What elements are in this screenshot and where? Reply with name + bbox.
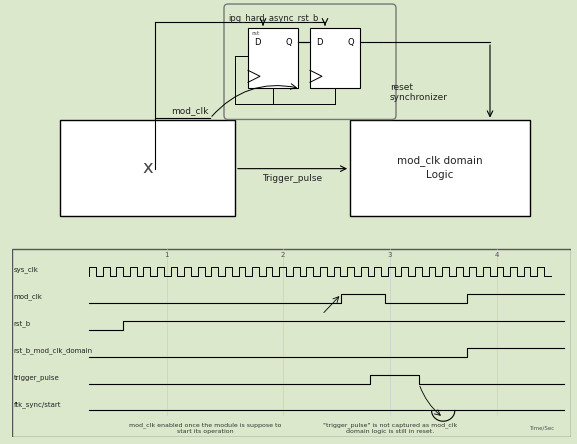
Bar [310,28,360,88]
Text: mod_clk domain: mod_clk domain [397,155,483,166]
Text: 4: 4 [494,252,499,258]
Text: Q: Q [286,38,292,47]
Text: D: D [254,38,260,47]
Text: Logic: Logic [426,170,454,180]
Text: D: D [316,38,323,47]
Text: mod_clk: mod_clk [171,106,209,115]
Text: ftk_sync/start: ftk_sync/start [13,401,61,408]
Bar [350,120,530,216]
Text: Trigger_pulse: Trigger_pulse [263,174,323,183]
Text: rst: rst [251,31,260,36]
Text: Time/Sec: Time/Sec [530,426,554,431]
Text: "trigger_pulse" is not captured as mod_clk
domain logic is still in reset.: "trigger_pulse" is not captured as mod_c… [323,423,457,434]
Text: ipg_hard_async_rst_b: ipg_hard_async_rst_b [228,14,318,23]
Text: mod_clk enabled once the module is suppose to
start its operation: mod_clk enabled once the module is suppo… [129,423,282,434]
Text: mod_clk: mod_clk [13,293,42,300]
Text: Q: Q [347,38,354,47]
Text: trigger_pulse: trigger_pulse [13,374,59,381]
Text: rst_b_mod_clk_domain: rst_b_mod_clk_domain [13,347,92,354]
Text: reset
synchronizer: reset synchronizer [390,83,448,102]
FancyBboxPatch shape [224,4,396,119]
Text: sys_clk: sys_clk [13,266,38,273]
Text: rst_b: rst_b [13,320,31,327]
Text: x: x [142,159,153,177]
Text: 3: 3 [388,252,392,258]
Bar [60,120,235,216]
Bar [248,28,298,88]
Text: 1: 1 [164,252,169,258]
Text: 2: 2 [281,252,286,258]
